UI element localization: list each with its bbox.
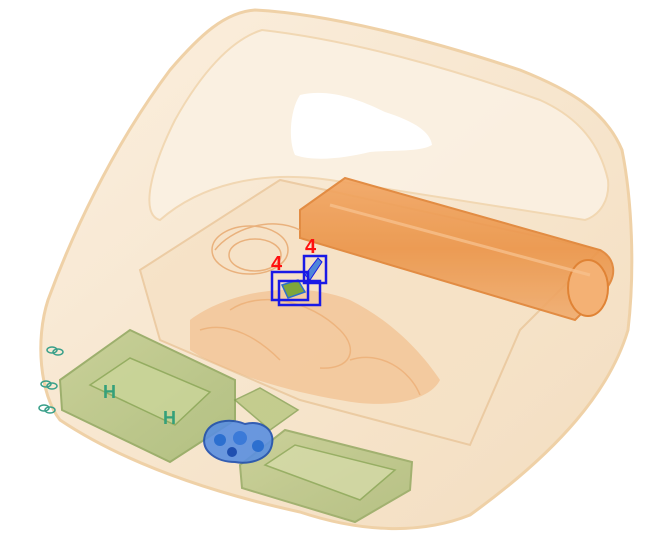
left-green-case: H H: [58, 328, 236, 464]
right-green-case: [238, 428, 414, 524]
svg-text:H: H: [163, 408, 176, 428]
svg-text:H: H: [103, 382, 116, 402]
detection-box-1: 4: [270, 253, 322, 307]
edge-marks: [38, 346, 64, 414]
detection-label-1: 4: [271, 253, 283, 275]
center-green-block: [233, 387, 300, 431]
detection-label-2: 4: [305, 236, 317, 258]
blue-dense-object: [203, 419, 274, 464]
orange-cylinder: [299, 176, 615, 322]
clothing-mass: [190, 289, 440, 404]
handle-void: [290, 92, 432, 159]
detection-box-2: 4: [302, 236, 328, 285]
